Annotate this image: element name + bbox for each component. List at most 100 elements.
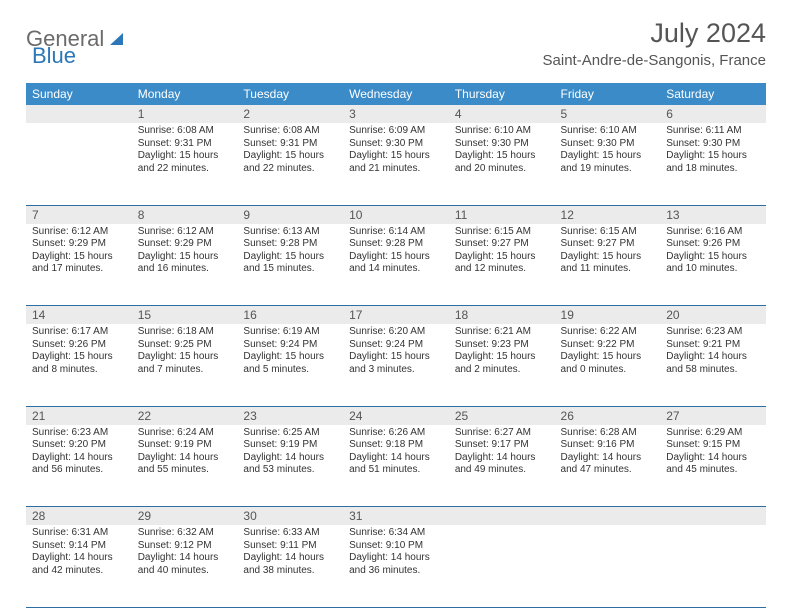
sunrise-line: Sunrise: 6:31 AM: [32, 527, 126, 540]
day-number: 17: [343, 306, 449, 324]
content-row: Sunrise: 6:23 AMSunset: 9:20 PMDaylight:…: [26, 425, 766, 507]
day-cell: Sunrise: 6:28 AMSunset: 9:16 PMDaylight:…: [555, 425, 661, 507]
day-cell: Sunrise: 6:15 AMSunset: 9:27 PMDaylight:…: [449, 224, 555, 306]
daynum-cell: 28: [26, 507, 132, 526]
sunrise-line: Sunrise: 6:29 AM: [666, 427, 760, 440]
day-details: Sunrise: 6:28 AMSunset: 9:16 PMDaylight:…: [555, 425, 661, 481]
daynum-cell: 18: [449, 306, 555, 325]
daynum-cell: 4: [449, 105, 555, 123]
logo-triangle-icon: [108, 30, 126, 48]
day-cell: Sunrise: 6:23 AMSunset: 9:20 PMDaylight:…: [26, 425, 132, 507]
day-number: 3: [343, 105, 449, 123]
sunset-line: Sunset: 9:29 PM: [138, 238, 232, 251]
sunset-line: Sunset: 9:26 PM: [32, 339, 126, 352]
sunset-line: Sunset: 9:27 PM: [561, 238, 655, 251]
day-number: 14: [26, 306, 132, 324]
day-number: 8: [132, 206, 238, 224]
sunset-line: Sunset: 9:26 PM: [666, 238, 760, 251]
daynum-row: 14151617181920: [26, 306, 766, 325]
day-details: Sunrise: 6:13 AMSunset: 9:28 PMDaylight:…: [237, 224, 343, 280]
day-number: 27: [660, 407, 766, 425]
daynum-cell: 5: [555, 105, 661, 123]
sunset-line: Sunset: 9:11 PM: [243, 540, 337, 553]
day-details: Sunrise: 6:08 AMSunset: 9:31 PMDaylight:…: [237, 123, 343, 179]
daylight-line: Daylight: 14 hours and 38 minutes.: [243, 552, 337, 577]
day-details: Sunrise: 6:10 AMSunset: 9:30 PMDaylight:…: [449, 123, 555, 179]
sunset-line: Sunset: 9:30 PM: [561, 138, 655, 151]
daynum-cell: 7: [26, 205, 132, 224]
day-number: [449, 507, 555, 511]
daynum-cell: 16: [237, 306, 343, 325]
day-number: 5: [555, 105, 661, 123]
day-number: 9: [237, 206, 343, 224]
daylight-line: Daylight: 15 hours and 11 minutes.: [561, 251, 655, 276]
weekday-header: Wednesday: [343, 83, 449, 105]
daynum-row: 123456: [26, 105, 766, 123]
daylight-line: Daylight: 15 hours and 22 minutes.: [243, 150, 337, 175]
sunrise-line: Sunrise: 6:34 AM: [349, 527, 443, 540]
daynum-cell: 27: [660, 406, 766, 425]
sunset-line: Sunset: 9:31 PM: [243, 138, 337, 151]
sunset-line: Sunset: 9:30 PM: [349, 138, 443, 151]
daynum-cell: 14: [26, 306, 132, 325]
location-name: Saint-Andre-de-Sangonis, France: [543, 52, 766, 69]
sunset-line: Sunset: 9:27 PM: [455, 238, 549, 251]
daynum-cell: 24: [343, 406, 449, 425]
day-cell: Sunrise: 6:31 AMSunset: 9:14 PMDaylight:…: [26, 525, 132, 607]
daylight-line: Daylight: 14 hours and 49 minutes.: [455, 452, 549, 477]
daynum-cell: 13: [660, 205, 766, 224]
day-cell: Sunrise: 6:32 AMSunset: 9:12 PMDaylight:…: [132, 525, 238, 607]
daylight-line: Daylight: 14 hours and 55 minutes.: [138, 452, 232, 477]
sunrise-line: Sunrise: 6:09 AM: [349, 125, 443, 138]
day-details: Sunrise: 6:23 AMSunset: 9:20 PMDaylight:…: [26, 425, 132, 481]
content-row: Sunrise: 6:17 AMSunset: 9:26 PMDaylight:…: [26, 324, 766, 406]
sunset-line: Sunset: 9:12 PM: [138, 540, 232, 553]
day-cell: Sunrise: 6:14 AMSunset: 9:28 PMDaylight:…: [343, 224, 449, 306]
weekday-header: Sunday: [26, 83, 132, 105]
daynum-cell: 11: [449, 205, 555, 224]
sunset-line: Sunset: 9:17 PM: [455, 439, 549, 452]
day-cell: Sunrise: 6:08 AMSunset: 9:31 PMDaylight:…: [132, 123, 238, 205]
sunrise-line: Sunrise: 6:18 AM: [138, 326, 232, 339]
sunrise-line: Sunrise: 6:14 AM: [349, 226, 443, 239]
daynum-cell: 12: [555, 205, 661, 224]
daynum-cell: 23: [237, 406, 343, 425]
day-cell: Sunrise: 6:17 AMSunset: 9:26 PMDaylight:…: [26, 324, 132, 406]
day-number: 19: [555, 306, 661, 324]
daylight-line: Daylight: 14 hours and 42 minutes.: [32, 552, 126, 577]
day-cell: Sunrise: 6:11 AMSunset: 9:30 PMDaylight:…: [660, 123, 766, 205]
day-cell: Sunrise: 6:29 AMSunset: 9:15 PMDaylight:…: [660, 425, 766, 507]
title-block: July 2024 Saint-Andre-de-Sangonis, Franc…: [543, 18, 766, 69]
daylight-line: Daylight: 15 hours and 20 minutes.: [455, 150, 549, 175]
sunset-line: Sunset: 9:30 PM: [666, 138, 760, 151]
weekday-header-row: Sunday Monday Tuesday Wednesday Thursday…: [26, 83, 766, 105]
month-title: July 2024: [543, 18, 766, 49]
day-number: 4: [449, 105, 555, 123]
daynum-cell: 17: [343, 306, 449, 325]
sunset-line: Sunset: 9:24 PM: [349, 339, 443, 352]
sunset-line: Sunset: 9:18 PM: [349, 439, 443, 452]
day-cell: Sunrise: 6:34 AMSunset: 9:10 PMDaylight:…: [343, 525, 449, 607]
sunrise-line: Sunrise: 6:08 AM: [243, 125, 337, 138]
weekday-header: Monday: [132, 83, 238, 105]
sunrise-line: Sunrise: 6:33 AM: [243, 527, 337, 540]
daylight-line: Daylight: 15 hours and 10 minutes.: [666, 251, 760, 276]
day-details: Sunrise: 6:12 AMSunset: 9:29 PMDaylight:…: [132, 224, 238, 280]
daynum-cell: 6: [660, 105, 766, 123]
daynum-cell: 22: [132, 406, 238, 425]
day-number: 15: [132, 306, 238, 324]
sunset-line: Sunset: 9:31 PM: [138, 138, 232, 151]
day-details: Sunrise: 6:15 AMSunset: 9:27 PMDaylight:…: [555, 224, 661, 280]
day-cell: Sunrise: 6:19 AMSunset: 9:24 PMDaylight:…: [237, 324, 343, 406]
day-number: 18: [449, 306, 555, 324]
sunset-line: Sunset: 9:10 PM: [349, 540, 443, 553]
day-cell: Sunrise: 6:22 AMSunset: 9:22 PMDaylight:…: [555, 324, 661, 406]
day-cell: Sunrise: 6:09 AMSunset: 9:30 PMDaylight:…: [343, 123, 449, 205]
daylight-line: Daylight: 15 hours and 15 minutes.: [243, 251, 337, 276]
daylight-line: Daylight: 14 hours and 36 minutes.: [349, 552, 443, 577]
daylight-line: Daylight: 14 hours and 51 minutes.: [349, 452, 443, 477]
day-number: 24: [343, 407, 449, 425]
day-details: Sunrise: 6:10 AMSunset: 9:30 PMDaylight:…: [555, 123, 661, 179]
day-details: Sunrise: 6:20 AMSunset: 9:24 PMDaylight:…: [343, 324, 449, 380]
day-number: 28: [26, 507, 132, 525]
